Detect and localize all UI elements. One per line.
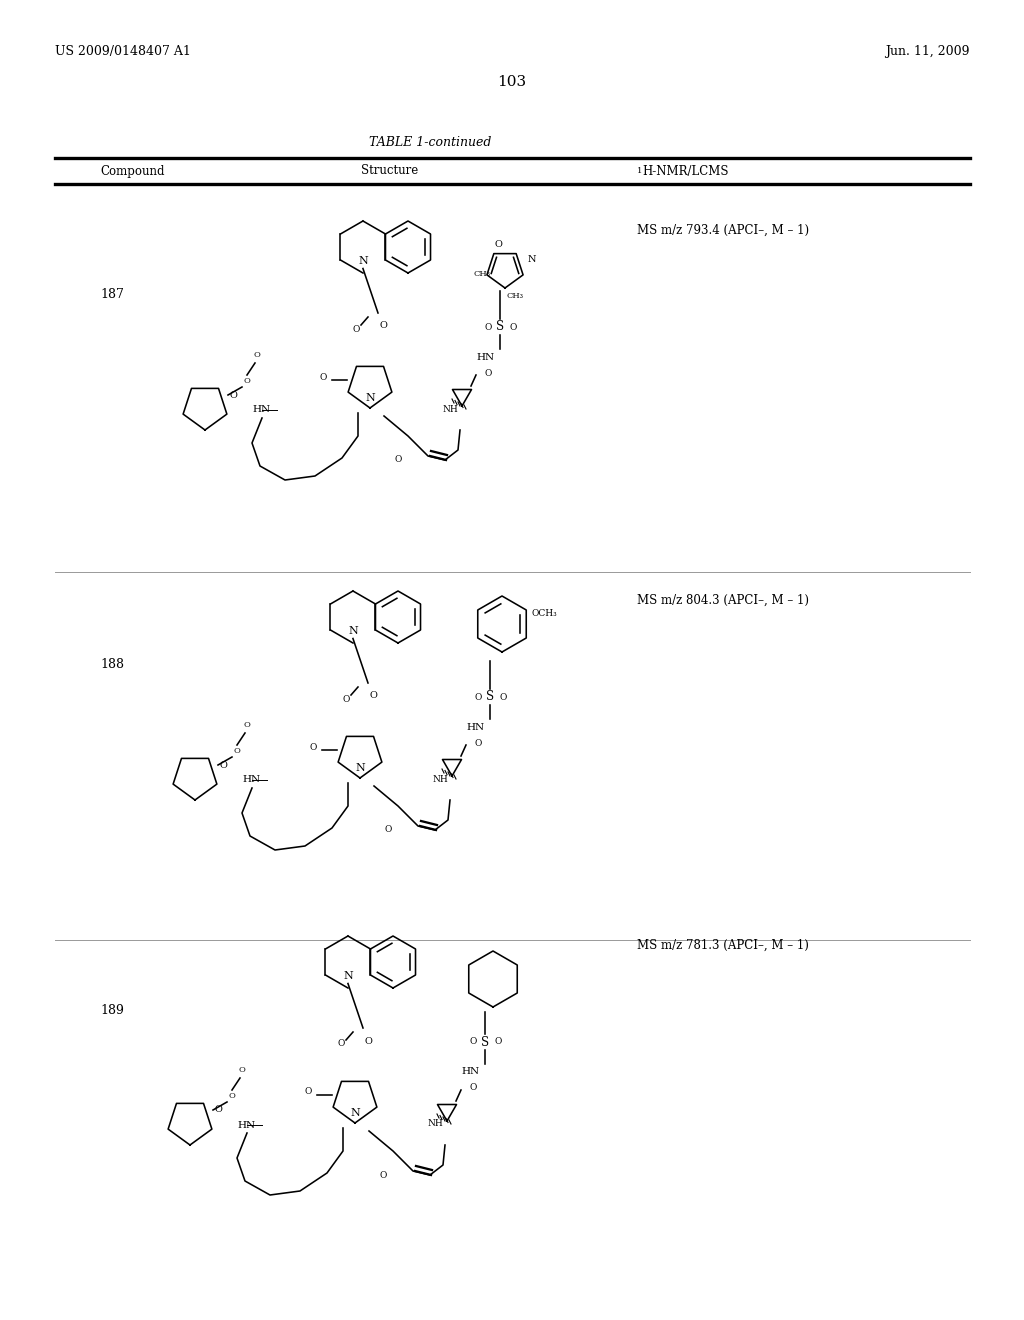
Text: 103: 103 [498,75,526,88]
Text: N: N [348,626,357,635]
Text: O: O [254,351,260,359]
Text: O: O [239,1067,246,1074]
Text: S: S [486,690,494,704]
Text: HN: HN [253,405,271,414]
Text: O: O [469,1038,477,1047]
Text: O: O [244,721,251,729]
Text: O: O [495,1038,502,1047]
Text: CH₃: CH₃ [474,271,490,279]
Text: Compound: Compound [100,165,165,177]
Text: HN: HN [462,1068,480,1077]
Text: O: O [494,240,502,248]
Text: O: O [244,378,251,385]
Text: TABLE 1-continued: TABLE 1-continued [369,136,492,149]
Text: HN: HN [238,1121,256,1130]
Text: O: O [365,1036,372,1045]
Text: O: O [474,738,481,747]
Text: N: N [527,255,536,264]
Text: O: O [233,747,241,755]
Text: MS m/z 781.3 (APCI–, M – 1): MS m/z 781.3 (APCI–, M – 1) [637,939,809,952]
Text: HN: HN [467,722,485,731]
Text: N: N [366,393,375,404]
Text: O: O [229,391,237,400]
Text: NH: NH [427,1119,442,1129]
Text: N: N [355,763,365,774]
Text: O: O [228,1092,236,1100]
Text: HN: HN [243,776,261,784]
Text: O: O [214,1106,222,1114]
Text: 187: 187 [100,289,124,301]
Text: O: O [500,693,507,701]
Text: O: O [484,368,492,378]
Text: Jun. 11, 2009: Jun. 11, 2009 [886,45,970,58]
Text: OCH₃: OCH₃ [531,610,557,619]
Text: O: O [394,455,401,465]
Text: CH₃: CH₃ [507,292,523,300]
Text: O: O [379,1171,387,1180]
Text: O: O [469,1084,477,1093]
Text: NH: NH [442,404,458,413]
Text: O: O [379,322,387,330]
Text: O: O [474,693,481,701]
Text: 189: 189 [100,1003,124,1016]
Text: O: O [369,692,377,701]
Text: O: O [304,1088,311,1097]
Text: N: N [343,970,353,981]
Text: US 2009/0148407 A1: US 2009/0148407 A1 [55,45,190,58]
Text: H-NMR/LCMS: H-NMR/LCMS [642,165,728,177]
Text: S: S [481,1035,489,1048]
Text: O: O [484,322,492,331]
Text: O: O [342,694,349,704]
Text: 188: 188 [100,659,124,672]
Text: S: S [496,321,504,334]
Text: O: O [309,742,316,751]
Text: N: N [350,1109,359,1118]
Text: 1: 1 [637,168,642,176]
Text: O: O [319,372,327,381]
Text: NH: NH [432,775,447,784]
Text: MS m/z 804.3 (APCI–, M – 1): MS m/z 804.3 (APCI–, M – 1) [637,594,809,606]
Text: O: O [352,325,359,334]
Text: O: O [509,322,517,331]
Text: MS m/z 793.4 (APCI–, M – 1): MS m/z 793.4 (APCI–, M – 1) [637,223,809,236]
Text: O: O [384,825,392,834]
Text: Structure: Structure [361,165,419,177]
Text: HN: HN [477,352,495,362]
Text: O: O [337,1040,345,1048]
Text: O: O [219,760,227,770]
Text: N: N [358,256,368,265]
